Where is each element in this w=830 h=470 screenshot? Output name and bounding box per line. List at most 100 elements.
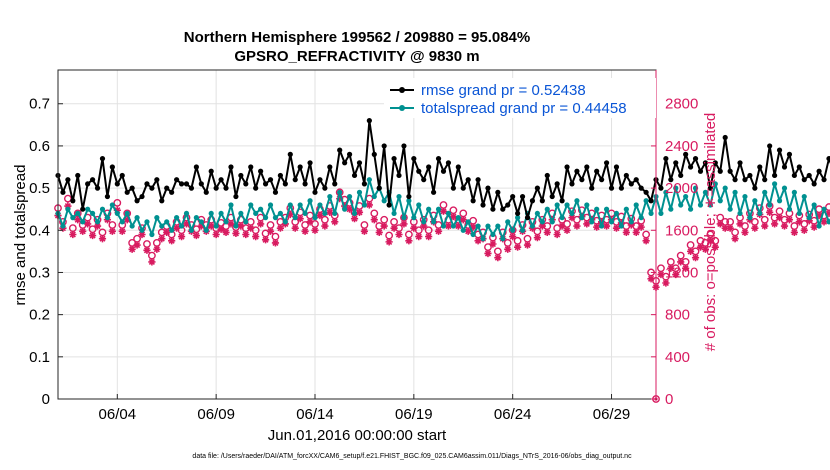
obs-assimilated-marker [400, 220, 408, 228]
totalspread-point [203, 227, 209, 233]
obs-assimilated-marker [222, 228, 230, 236]
totalspread-point [228, 202, 234, 208]
obs-assimilated-marker [795, 218, 803, 226]
totalspread-point [737, 210, 743, 217]
rmse-point [129, 185, 135, 191]
obs-assimilated-marker [667, 264, 675, 272]
obs-assimilated-marker [64, 202, 72, 210]
obs-assimilated-marker [212, 230, 220, 239]
obs-assimilated-marker [271, 239, 280, 247]
obs-assimilated-marker [775, 214, 784, 222]
rmse-point [603, 160, 610, 166]
totalspread-point [401, 215, 407, 221]
obs-assimilated-marker [696, 243, 705, 251]
obs-assimilated-marker [825, 209, 830, 218]
rmse-point [332, 181, 338, 187]
totalspread-point [366, 177, 372, 183]
obs-possible-marker [113, 198, 122, 207]
rmse-point [149, 185, 155, 191]
totalspread-point [663, 189, 669, 195]
rmse-point [154, 177, 160, 183]
obs-assimilated-marker [286, 210, 294, 219]
totalspread-point [574, 198, 580, 204]
rmse-point [262, 181, 269, 187]
obs-assimilated-marker [627, 221, 635, 229]
obs-assimilated-marker [474, 237, 482, 245]
rmse-point [218, 177, 224, 183]
rmse-point [435, 155, 442, 162]
totalspread-point [65, 206, 71, 212]
obs-assimilated-marker [276, 224, 284, 232]
totalspread-point [198, 219, 204, 225]
totalspread-point [272, 215, 279, 221]
rmse-point [534, 185, 540, 191]
rmse-point [628, 181, 634, 187]
rmse-point [515, 210, 521, 217]
rmse-point [460, 185, 466, 191]
totalspread-point [302, 210, 308, 217]
totalspread-point [277, 210, 283, 217]
totalspread-point [159, 223, 165, 229]
rmse-point [480, 202, 486, 208]
obs-assimilated-marker [726, 224, 734, 232]
rmse-point [228, 164, 234, 170]
obs-assimilated-marker [657, 270, 665, 279]
totalspread-point [599, 223, 605, 229]
y-tick-label: 0.2 [29, 307, 50, 324]
totalspread-point [426, 206, 432, 212]
rmse-point [806, 172, 812, 179]
totalspread-point [564, 202, 570, 208]
obs-assimilated-marker [741, 228, 749, 236]
totalspread-point [806, 215, 812, 221]
obs-assimilated-marker [573, 222, 581, 230]
obs-assimilated-marker [751, 224, 759, 232]
x-tick-label: 06/14 [296, 406, 334, 423]
totalspread-point [767, 202, 773, 208]
obs-assimilated-marker [375, 228, 383, 236]
totalspread-point [579, 215, 585, 221]
obs-assimilated-marker [306, 218, 314, 226]
totalspread-point [687, 206, 694, 212]
rmse-point [174, 177, 180, 183]
obs-assimilated-marker [568, 214, 576, 222]
totalspread-point [253, 210, 259, 217]
obs-assimilated-marker [800, 226, 808, 234]
obs-assimilated-marker [390, 224, 398, 232]
obs-assimilated-marker [489, 240, 497, 248]
rmse-point [618, 185, 625, 191]
totalspread-point [440, 223, 447, 229]
totalspread-point [589, 219, 595, 225]
obs-assimilated-marker [321, 222, 329, 230]
y-tick-label: 0.6 [29, 138, 50, 155]
rmse-point [282, 181, 288, 187]
rmse-point [712, 160, 718, 166]
totalspread-point [470, 231, 476, 238]
totalspread-point [757, 210, 763, 217]
rmse-point [801, 177, 807, 183]
obs-assimilated-marker [785, 216, 794, 224]
obs-assimilated-marker [711, 243, 719, 251]
obs-assimilated-marker [331, 218, 339, 226]
rmse-point [178, 181, 185, 187]
obs-assimilated-marker [642, 237, 650, 245]
obs-assimilated-marker [677, 258, 685, 266]
obs-assimilated-marker [98, 235, 107, 243]
totalspread-point [519, 227, 526, 233]
rmse-point [253, 185, 259, 191]
obs-assimilated-marker [553, 230, 561, 239]
y-tick-label: 0.1 [29, 349, 50, 366]
obs-assimilated-marker [810, 223, 818, 231]
obs-assimilated-marker [108, 227, 116, 235]
obs-assimilated-marker [118, 227, 126, 235]
obs-possible-marker [63, 194, 72, 203]
rmse-point [505, 202, 511, 208]
totalspread-point [129, 223, 135, 229]
rmse-point [248, 164, 254, 170]
totalspread-point [85, 206, 91, 212]
rmse-point [307, 160, 313, 166]
obs-assimilated-marker [148, 258, 156, 266]
totalspread-point [762, 189, 768, 195]
totalspread-point [381, 198, 387, 204]
rmse-point [65, 177, 71, 183]
rmse-point [816, 168, 822, 174]
